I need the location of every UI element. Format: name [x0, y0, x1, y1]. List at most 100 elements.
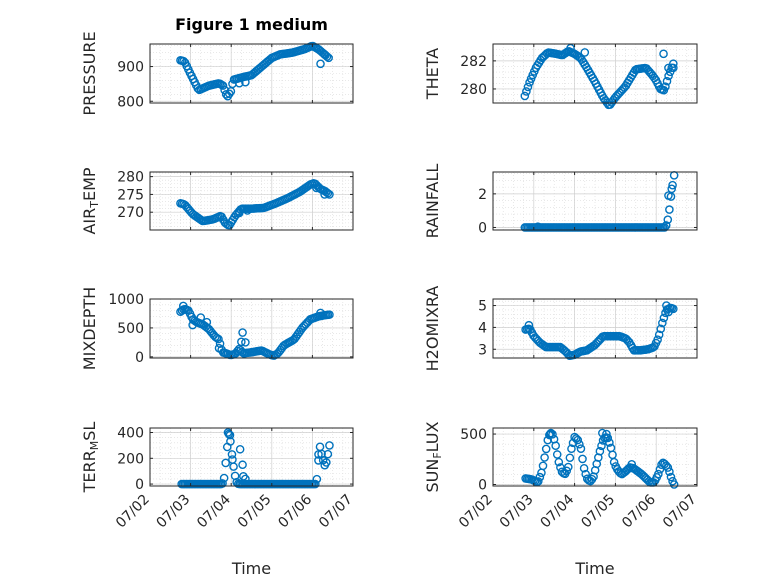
- axes-box: [149, 43, 354, 104]
- data-point: [660, 223, 669, 232]
- data-point: [188, 320, 197, 330]
- data-point: [228, 455, 237, 464]
- y-tick-label: 4: [478, 320, 487, 336]
- y-tick-label: 282: [460, 54, 487, 70]
- data-point: [316, 59, 325, 69]
- y-tick-label: 5: [478, 299, 487, 315]
- y-axis-label-part: EMP: [80, 167, 99, 201]
- data-point: [669, 480, 679, 489]
- data-point: [669, 59, 678, 68]
- y-tick-label: 2: [478, 187, 487, 203]
- y-tick-label: 0: [478, 477, 487, 493]
- data-point: [310, 479, 320, 489]
- data-point: [659, 49, 668, 59]
- data-point: [605, 438, 614, 447]
- data-point: [654, 469, 663, 479]
- data-point: [580, 48, 590, 57]
- data-point: [540, 453, 549, 462]
- data-point: [551, 441, 560, 451]
- data-point: [665, 205, 674, 214]
- data-point: [662, 76, 672, 86]
- y-tick-label: 900: [117, 60, 144, 76]
- data-point: [221, 458, 230, 468]
- y-tick-label: 200: [117, 451, 144, 467]
- data-point: [664, 191, 673, 200]
- data-point: [214, 343, 224, 353]
- data-point: [523, 82, 533, 92]
- y-tick-label: 0: [478, 220, 487, 236]
- y-tick-label: 0: [135, 477, 144, 493]
- data-point: [219, 473, 229, 483]
- data-point: [627, 460, 637, 469]
- y-axis-label: H2OMIXRA: [423, 286, 442, 372]
- data-point: [661, 221, 671, 230]
- y-axis-label: TERRMSL: [80, 422, 101, 494]
- data-point: [598, 428, 607, 438]
- axes-box: [149, 427, 354, 487]
- data-point: [323, 449, 333, 459]
- data-point: [654, 330, 664, 340]
- data-point: [653, 335, 662, 344]
- y-axis-label-part: SL: [80, 422, 99, 441]
- data-point: [541, 444, 551, 454]
- y-tick-label: 280: [117, 170, 144, 186]
- y-axis-label: AIRTEMP: [80, 167, 101, 234]
- subplot-0: 800 900 PRESSURE Figure 1 medium: [80, 15, 354, 116]
- y-axis-label: RAINFALL: [423, 164, 442, 239]
- axes-box: [492, 171, 698, 231]
- data-point: [227, 450, 237, 459]
- y-axis-label-part: AIR: [80, 208, 99, 235]
- subplot-3: 0 2 RAINFALL: [423, 164, 698, 239]
- y-tick-label: 270: [117, 205, 144, 221]
- data-point: [664, 71, 673, 81]
- data-point: [325, 310, 334, 319]
- data-point: [196, 313, 206, 322]
- data-point: [575, 439, 584, 449]
- chart-title: Figure 1 medium: [175, 15, 328, 34]
- x-axis-label: Time: [574, 559, 614, 578]
- data-point: [667, 184, 677, 194]
- data-point: [202, 317, 212, 327]
- y-tick-label: 0: [135, 350, 144, 366]
- data-point: [597, 441, 606, 451]
- data-point: [241, 474, 250, 484]
- data-point: [663, 215, 673, 224]
- y-tick-label: 400: [117, 426, 144, 442]
- y-axis-label-subscript: F: [431, 452, 444, 458]
- data-point: [659, 313, 669, 323]
- data-point: [573, 435, 583, 445]
- subplot-4: 0 500 1000 MIXDEPTH: [80, 287, 354, 370]
- data-point: [565, 453, 575, 463]
- data-point: [312, 474, 322, 484]
- data-point: [609, 457, 619, 467]
- subplot-1: 280 282 THETA: [423, 43, 698, 110]
- axes-box: [492, 43, 698, 104]
- data-point: [668, 180, 677, 190]
- data-point: [320, 190, 329, 199]
- data-point: [218, 479, 227, 488]
- data-point: [595, 446, 605, 456]
- data-point: [241, 338, 250, 347]
- subplot-5: 3 4 5 H2OMIXRA: [423, 286, 698, 372]
- data-point: [243, 206, 252, 215]
- axes-box: [149, 298, 354, 359]
- y-axis-label: PRESSURE: [80, 31, 99, 115]
- data-point: [238, 328, 247, 337]
- data-point: [322, 52, 332, 61]
- data-point: [322, 458, 331, 467]
- data-point: [656, 324, 666, 334]
- data-point: [522, 87, 531, 96]
- data-point: [538, 461, 548, 471]
- data-point: [554, 457, 564, 467]
- y-tick-label: 280: [460, 82, 487, 98]
- y-axis-label-subscript: M: [88, 441, 101, 451]
- data-point: [235, 208, 244, 218]
- data-point: [564, 462, 573, 472]
- y-axis-label-subscript: T: [88, 201, 101, 209]
- data-point: [312, 183, 321, 193]
- data-point: [235, 78, 244, 88]
- data-point: [238, 460, 247, 470]
- data-point: [225, 430, 235, 440]
